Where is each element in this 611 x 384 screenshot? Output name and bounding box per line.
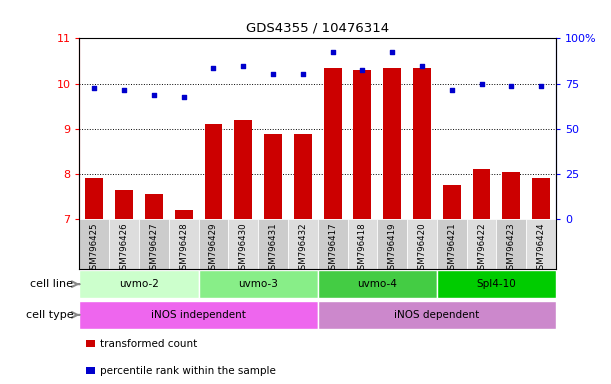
Point xyxy=(119,87,129,93)
Bar xyxy=(502,172,520,219)
Point xyxy=(507,83,516,89)
Text: GSM796428: GSM796428 xyxy=(179,223,188,275)
Bar xyxy=(175,210,192,219)
Bar xyxy=(288,219,318,269)
Bar xyxy=(318,270,437,298)
Text: GSM796417: GSM796417 xyxy=(328,223,337,275)
Text: uvmo-3: uvmo-3 xyxy=(238,279,278,289)
Bar xyxy=(79,301,318,329)
Text: iNOS independent: iNOS independent xyxy=(151,310,246,320)
Bar xyxy=(318,219,348,269)
Bar xyxy=(413,68,431,219)
Text: GSM796421: GSM796421 xyxy=(447,223,456,275)
Text: GSM796427: GSM796427 xyxy=(150,223,158,275)
Bar xyxy=(169,219,199,269)
Point xyxy=(89,85,99,91)
Bar xyxy=(383,68,401,219)
Bar xyxy=(235,120,252,219)
Text: GSM796426: GSM796426 xyxy=(120,223,128,275)
Bar xyxy=(264,134,282,219)
Bar xyxy=(258,219,288,269)
Bar xyxy=(526,219,556,269)
Bar xyxy=(205,124,222,219)
Point xyxy=(298,71,308,78)
Bar xyxy=(145,194,163,219)
Text: GDS4355 / 10476314: GDS4355 / 10476314 xyxy=(246,21,389,34)
Text: uvmo-4: uvmo-4 xyxy=(357,279,397,289)
Text: cell line: cell line xyxy=(31,279,73,289)
Text: GSM796429: GSM796429 xyxy=(209,223,218,275)
Text: GSM796430: GSM796430 xyxy=(239,223,247,275)
Bar xyxy=(229,219,258,269)
Text: GSM796420: GSM796420 xyxy=(417,223,426,275)
Bar xyxy=(443,185,461,219)
Point xyxy=(477,81,486,87)
Point xyxy=(357,67,367,73)
Bar xyxy=(79,270,199,298)
Bar xyxy=(109,219,139,269)
Bar xyxy=(437,219,467,269)
Text: cell type: cell type xyxy=(26,310,73,320)
Text: iNOS dependent: iNOS dependent xyxy=(394,310,480,320)
Point xyxy=(179,94,189,100)
Bar xyxy=(79,219,109,269)
Text: GSM796424: GSM796424 xyxy=(536,223,546,275)
Bar xyxy=(199,270,318,298)
Point xyxy=(268,71,278,78)
Bar xyxy=(378,219,407,269)
Bar xyxy=(532,178,550,219)
Text: Spl4-10: Spl4-10 xyxy=(477,279,516,289)
Bar xyxy=(115,190,133,219)
Text: GSM796419: GSM796419 xyxy=(388,223,397,275)
Bar xyxy=(353,70,371,219)
Bar xyxy=(324,68,342,219)
Point xyxy=(447,87,456,93)
Bar xyxy=(467,219,496,269)
Text: GSM796431: GSM796431 xyxy=(269,223,277,275)
Text: GSM796425: GSM796425 xyxy=(90,223,99,275)
Text: GSM796423: GSM796423 xyxy=(507,223,516,275)
Bar xyxy=(318,301,556,329)
Text: GSM796418: GSM796418 xyxy=(358,223,367,275)
Text: GSM796432: GSM796432 xyxy=(298,223,307,275)
Bar xyxy=(294,134,312,219)
Bar xyxy=(86,178,103,219)
Text: GSM796422: GSM796422 xyxy=(477,223,486,275)
Bar xyxy=(199,219,229,269)
Point xyxy=(417,63,427,70)
Point xyxy=(238,63,248,70)
Bar xyxy=(473,169,491,219)
Bar xyxy=(496,219,526,269)
Point xyxy=(387,49,397,55)
Bar xyxy=(437,270,556,298)
Point xyxy=(149,92,159,98)
Bar xyxy=(407,219,437,269)
Point xyxy=(536,83,546,89)
Text: uvmo-2: uvmo-2 xyxy=(119,279,159,289)
Bar xyxy=(348,219,378,269)
Point xyxy=(327,49,337,55)
Point xyxy=(208,65,218,71)
Text: percentile rank within the sample: percentile rank within the sample xyxy=(100,366,276,376)
Text: transformed count: transformed count xyxy=(100,339,197,349)
Bar xyxy=(139,219,169,269)
